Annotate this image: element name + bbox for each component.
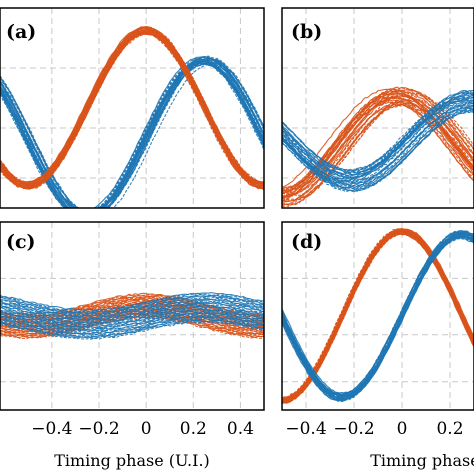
- trace-blue: [282, 236, 474, 402]
- trace-blue: [0, 59, 264, 208]
- trace-blue: [0, 55, 264, 208]
- trace-blue: [0, 305, 264, 326]
- trace-blue: [0, 61, 264, 208]
- trace-blue: [0, 56, 264, 208]
- x-tick-label: −0.2: [333, 419, 374, 439]
- trace-blue: [0, 61, 264, 208]
- panel-c: (c): [0, 221, 265, 411]
- x-axis-title-right: Timing phase (U.I.): [370, 451, 474, 470]
- trace-blue: [0, 318, 264, 338]
- trace-blue: [0, 296, 264, 316]
- series-blue: [0, 55, 264, 208]
- ticklabels-c: −0.4 −0.2 0 0.2 0.4: [31, 419, 254, 439]
- series-blue: [282, 229, 474, 403]
- grid-b: [282, 8, 474, 208]
- trace-blue: [0, 56, 264, 208]
- trace-blue: [0, 59, 264, 208]
- x-tick-label: 0.4: [227, 419, 254, 439]
- trace-blue: [0, 59, 264, 208]
- x-tick-label: −0.4: [31, 419, 72, 439]
- trace-blue: [0, 60, 264, 208]
- panel-b: (b): [281, 7, 474, 209]
- trace-blue: [0, 321, 264, 340]
- trace-orange: [0, 25, 264, 183]
- trace-blue: [282, 230, 474, 395]
- trace-blue: [0, 56, 264, 208]
- panel-label-d: (d): [291, 231, 322, 253]
- x-tick-label: 0: [141, 419, 152, 439]
- trace-orange: [0, 296, 264, 320]
- x-axis-title-left: Timing phase (U.I.): [54, 451, 210, 470]
- ticklabels-d: −0.4 −0.2 0 0.2: [285, 419, 463, 439]
- trace-blue: [0, 315, 264, 335]
- trace-blue: [0, 301, 264, 321]
- trace-blue: [0, 295, 264, 315]
- trace-blue: [0, 58, 264, 208]
- trace-blue: [0, 60, 264, 208]
- panel-label-a: (a): [6, 21, 36, 43]
- plot-a: [0, 25, 264, 208]
- trace-blue: [0, 303, 264, 323]
- x-tick-label: −0.4: [285, 419, 326, 439]
- plot-d: [282, 227, 474, 405]
- panel-d: (d): [281, 221, 474, 411]
- x-tick-label: 0.2: [436, 419, 463, 439]
- trace-blue: [282, 89, 474, 171]
- series-orange: [0, 25, 264, 191]
- frame-c: [0, 221, 265, 411]
- trace-blue: [282, 92, 474, 174]
- trace-blue: [0, 61, 264, 208]
- trace-blue: [282, 230, 474, 396]
- x-tick-label: 0: [397, 419, 408, 439]
- panel-label-c: (c): [6, 231, 36, 253]
- trace-blue: [0, 316, 264, 336]
- trace-blue: [0, 57, 264, 208]
- trace-blue: [0, 57, 264, 208]
- trace-blue: [0, 312, 264, 332]
- trace-blue: [0, 292, 264, 311]
- panel-a: (a): [0, 7, 265, 209]
- plot-b: [282, 86, 474, 208]
- trace-blue: [0, 300, 264, 320]
- trace-blue: [282, 97, 474, 179]
- trace-blue: [0, 59, 264, 208]
- x-tick-label: −0.2: [78, 419, 119, 439]
- trace-blue: [0, 57, 264, 208]
- trace-orange: [282, 228, 474, 400]
- frame-a: [0, 7, 265, 209]
- plot-c: [0, 292, 264, 340]
- panel-label-b: (b): [291, 21, 322, 43]
- trace-blue: [282, 107, 474, 189]
- trace-blue: [282, 93, 474, 176]
- trace-blue: [0, 61, 264, 208]
- trace-orange: [282, 103, 474, 206]
- trace-blue: [0, 58, 264, 208]
- series-blue: [282, 89, 474, 193]
- trace-blue: [0, 310, 264, 330]
- x-tick-label: 0.2: [180, 419, 207, 439]
- trace-blue: [0, 56, 264, 208]
- trace-blue: [282, 229, 474, 394]
- frame-d: [281, 221, 474, 411]
- series-blue: [0, 292, 264, 340]
- frame-b: [281, 7, 474, 209]
